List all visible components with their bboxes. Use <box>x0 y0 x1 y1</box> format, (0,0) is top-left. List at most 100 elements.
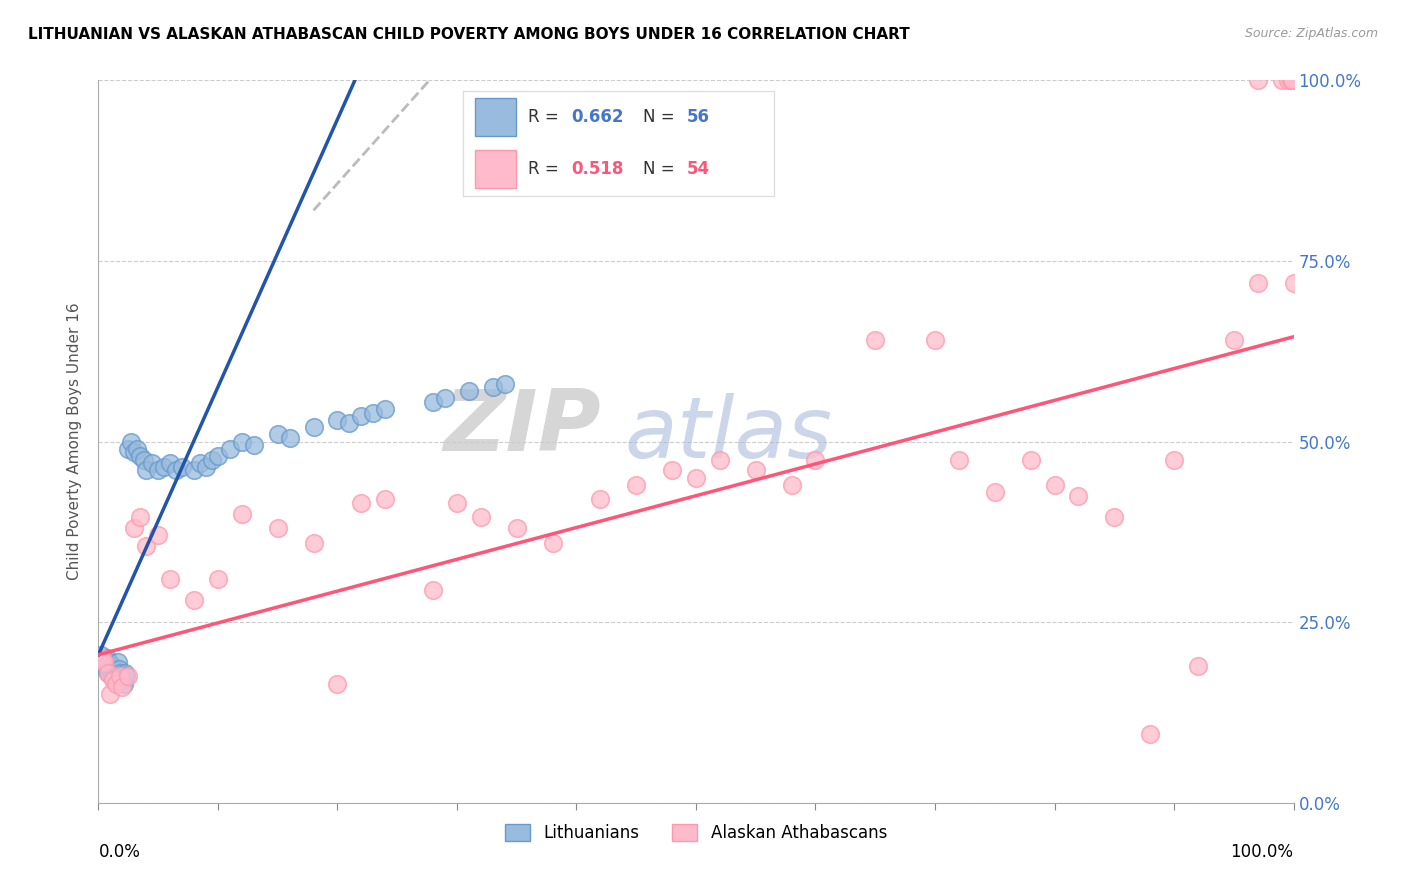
Point <box>1281 73 1303 87</box>
Point <box>1277 73 1299 87</box>
Point <box>434 391 457 405</box>
Point <box>125 442 148 456</box>
Point <box>124 521 146 535</box>
Text: ZIP: ZIP <box>443 385 600 468</box>
Point <box>98 687 122 701</box>
Point <box>90 648 112 662</box>
Point <box>1279 73 1302 87</box>
Point <box>1223 334 1246 348</box>
Point <box>1104 510 1126 524</box>
Point <box>278 431 301 445</box>
Point <box>111 673 134 687</box>
Point <box>117 442 139 456</box>
Point <box>148 528 170 542</box>
Point <box>1067 489 1090 503</box>
Point <box>112 676 135 690</box>
Point <box>115 669 138 683</box>
Point <box>780 478 803 492</box>
Point <box>91 651 114 665</box>
Point <box>201 452 224 467</box>
Point <box>172 459 194 474</box>
Legend: Lithuanians, Alaskan Athabascans: Lithuanians, Alaskan Athabascans <box>498 817 894 848</box>
Point <box>124 445 146 459</box>
Point <box>97 665 120 680</box>
Point <box>1282 276 1305 290</box>
Point <box>1187 658 1209 673</box>
Y-axis label: Child Poverty Among Boys Under 16: Child Poverty Among Boys Under 16 <box>67 302 83 581</box>
Point <box>470 510 492 524</box>
Point <box>104 669 127 683</box>
Point <box>93 655 115 669</box>
Point <box>188 456 211 470</box>
Point <box>141 456 163 470</box>
Point <box>589 492 612 507</box>
Point <box>96 651 118 665</box>
Point <box>326 413 349 427</box>
Text: Source: ZipAtlas.com: Source: ZipAtlas.com <box>1244 27 1378 40</box>
Point <box>374 492 396 507</box>
Point <box>117 669 139 683</box>
Point <box>948 452 970 467</box>
Point <box>195 459 218 474</box>
Point <box>302 535 325 549</box>
Point <box>94 662 117 676</box>
Point <box>219 442 242 456</box>
Point <box>101 673 124 687</box>
Text: atlas: atlas <box>624 392 832 475</box>
Text: LITHUANIAN VS ALASKAN ATHABASCAN CHILD POVERTY AMONG BOYS UNDER 16 CORRELATION C: LITHUANIAN VS ALASKAN ATHABASCAN CHILD P… <box>28 27 910 42</box>
Point <box>685 470 707 484</box>
Point <box>506 521 529 535</box>
Point <box>541 535 564 549</box>
Point <box>97 665 120 680</box>
Point <box>626 478 648 492</box>
Point <box>804 452 827 467</box>
Point <box>98 655 121 669</box>
Point <box>98 662 122 676</box>
Point <box>1163 452 1185 467</box>
Point <box>326 676 349 690</box>
Point <box>267 427 290 442</box>
Point <box>129 449 152 463</box>
Point <box>363 406 385 420</box>
Point <box>159 456 181 470</box>
Point <box>984 485 1007 500</box>
Point <box>458 384 481 398</box>
Text: 0.0%: 0.0% <box>98 843 141 861</box>
Point <box>339 417 361 431</box>
Point <box>108 665 131 680</box>
Point <box>350 496 373 510</box>
Point <box>1247 73 1270 87</box>
Point <box>481 380 505 394</box>
Point <box>183 593 205 607</box>
Point <box>108 669 131 683</box>
Point <box>231 434 253 449</box>
Point <box>1247 276 1270 290</box>
Text: 100.0%: 100.0% <box>1230 843 1294 861</box>
Point <box>267 521 290 535</box>
Point <box>159 572 181 586</box>
Point <box>207 449 229 463</box>
Point <box>661 463 683 477</box>
Point <box>107 655 129 669</box>
Point <box>1019 452 1042 467</box>
Point <box>207 572 229 586</box>
Point <box>153 459 176 474</box>
Point <box>374 402 396 417</box>
Point <box>135 463 157 477</box>
Point <box>111 680 134 694</box>
Point <box>865 334 887 348</box>
Point <box>120 434 142 449</box>
Point <box>100 669 122 683</box>
Point <box>107 662 129 676</box>
Point <box>494 376 516 391</box>
Point <box>132 452 155 467</box>
Point <box>1139 727 1161 741</box>
Point <box>350 409 373 424</box>
Point <box>91 655 114 669</box>
Point <box>446 496 468 510</box>
Point <box>231 507 253 521</box>
Point <box>243 438 266 452</box>
Point <box>148 463 170 477</box>
Point <box>183 463 205 477</box>
Point <box>709 452 731 467</box>
